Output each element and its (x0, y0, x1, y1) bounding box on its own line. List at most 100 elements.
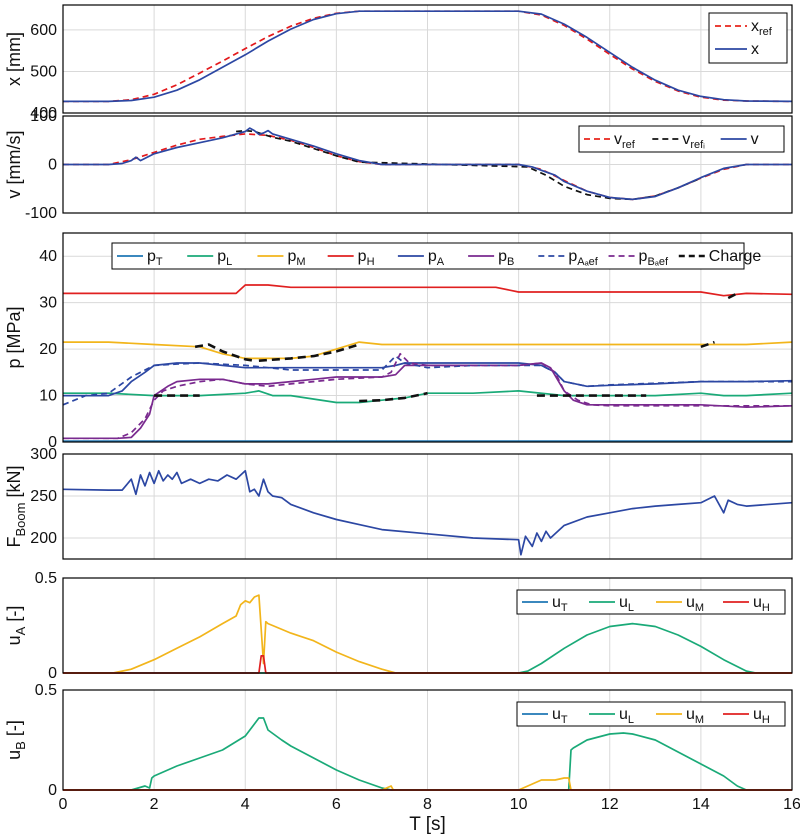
y-label-main: u (4, 635, 24, 645)
x-tick-label: 10 (510, 796, 528, 813)
y-tick-label: 40 (39, 248, 57, 265)
series-uM (63, 777, 792, 791)
series-pBref (63, 352, 792, 440)
y-label-unit: [kN] (4, 466, 24, 503)
legend-label-uH: uH (753, 706, 770, 726)
series-pL (63, 390, 793, 404)
y-label-unit: [-] (4, 606, 24, 627)
y-label-main: p [MPa] (4, 306, 24, 368)
series-pA (63, 362, 793, 397)
series-pH (63, 284, 793, 297)
legend-box (708, 12, 788, 64)
legend-label-pM: pM (287, 248, 305, 268)
panel-p: 0 10 20 30 40 p [MPa] pT pL pM pH pA pB pAₐef pBₐef Ch… (4, 232, 793, 451)
y-tick-label: 600 (30, 22, 57, 39)
series-uL (63, 622, 792, 674)
x-tick-label: 0 (59, 796, 68, 813)
y-tick-label: 20 (39, 341, 57, 358)
panel-v: -100 0 100 v [mm/s] vref vrefᵢ v (4, 108, 793, 222)
series-charge (194, 343, 255, 362)
legend-label-vref: vref (614, 131, 636, 151)
x-axis-label: T [s] (409, 814, 446, 835)
y-axis-label: p [MPa] (4, 306, 24, 368)
axes-frame (62, 115, 793, 214)
y-tick-label: 0 (48, 157, 57, 174)
y-label-sub: Boom (13, 503, 28, 537)
y-axis-label: uB [-] (4, 720, 28, 760)
y-tick-label: 500 (30, 63, 57, 80)
y-tick-label: 0.5 (35, 570, 57, 587)
legend-label-pAref: pAₐef (568, 248, 598, 268)
y-label-main: x [mm] (4, 32, 24, 86)
series-pM (63, 341, 793, 360)
series-charge (258, 343, 360, 362)
y-tick-label: 0.5 (35, 682, 57, 699)
y-label-sub: B (13, 741, 28, 750)
y-axis-label: uA [-] (4, 606, 28, 646)
y-tick-label: 300 (30, 446, 57, 463)
axes-frame (62, 689, 793, 791)
legend-label-uH: uH (753, 594, 770, 614)
x-tick-label: 6 (332, 796, 341, 813)
legend-label-x: x (751, 41, 759, 58)
series-x (63, 10, 793, 103)
y-tick-label: -100 (25, 205, 57, 222)
x-tick-label: 4 (241, 796, 250, 813)
y-label-main: u (4, 750, 24, 760)
axes-frame (62, 453, 793, 560)
series-charge (359, 391, 428, 403)
legend-label-pBref: pBₐef (639, 248, 669, 268)
x-tick-label: 2 (150, 796, 159, 813)
legend-box (578, 125, 785, 153)
y-tick-label: 0 (48, 782, 57, 799)
legend-label-uT: uT (552, 594, 568, 614)
legend: xref x (708, 12, 788, 64)
legend-label-pT: pT (147, 248, 163, 268)
x-tick-label: 14 (692, 796, 710, 813)
y-label-main: v [mm/s] (4, 131, 24, 199)
legend-label-xref: xref (751, 18, 773, 38)
series-v (63, 127, 792, 201)
legend-label-uL: uL (619, 706, 634, 726)
legend-label-pL: pL (217, 248, 232, 268)
y-tick-label: 100 (30, 108, 57, 125)
x-tick-label: 16 (783, 796, 800, 813)
panel-uA: 0 0.5 uA [-] uT uL uM uH (4, 570, 793, 682)
y-tick-label: 0 (48, 665, 57, 682)
axes-frame (62, 232, 793, 443)
y-axis-label: x [mm] (4, 32, 24, 86)
series-charge (727, 292, 738, 300)
y-tick-label: 30 (39, 295, 57, 312)
y-label-unit: [-] (4, 720, 24, 741)
y-axis-label: v [mm/s] (4, 131, 24, 199)
legend: pT pL pM pH pA pB pAₐef pBₐef Charge (111, 242, 762, 270)
legend-label-vrefi: vrefᵢ (682, 131, 705, 151)
axes-frame (62, 4, 793, 114)
panel-x: 400 500 600 x [mm] xref x (4, 4, 793, 122)
y-label-main: F (4, 536, 24, 547)
x-tick-label: 8 (423, 796, 432, 813)
y-axis-label: FBoom [kN] (4, 466, 28, 548)
y-tick-label: 200 (30, 530, 57, 547)
legend: uT uL uM uH (516, 701, 786, 727)
series-uM (63, 594, 792, 674)
legend-label-uM: uM (686, 706, 704, 726)
axes-frame (62, 577, 793, 674)
legend: vref vrefᵢ v (578, 125, 785, 153)
y-tick-label: 10 (39, 388, 57, 405)
legend-label-charge: Charge (709, 248, 762, 265)
legend-label-pA: pA (428, 248, 445, 268)
legend-label-v: v (751, 131, 759, 148)
y-tick-label: 250 (30, 488, 57, 505)
y-label-sub: A (13, 626, 28, 635)
series-uL (63, 717, 792, 791)
panel-uB: 0 0.5 uB [-] uT uL uM uH (4, 682, 793, 799)
legend-label-pB: pB (498, 248, 514, 268)
legend-label-uL: uL (619, 594, 634, 614)
series-charge (700, 340, 715, 349)
series-F-Boom (62, 469, 793, 556)
legend-label-uT: uT (552, 706, 568, 726)
legend-label-pH: pH (358, 248, 375, 268)
